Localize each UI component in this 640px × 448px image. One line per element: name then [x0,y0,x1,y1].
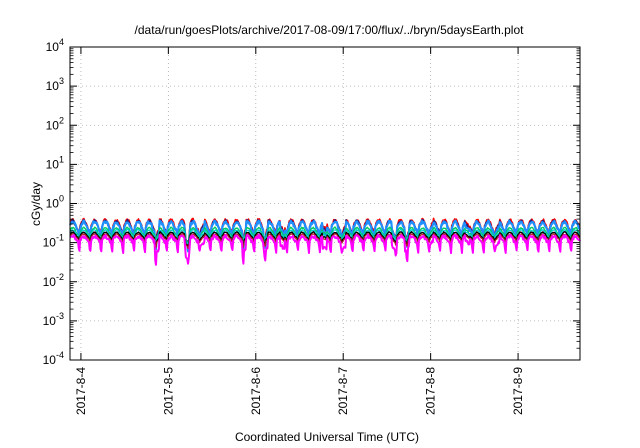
x-tick-label: 2017-8-8 [424,367,438,415]
x-tick-label: 2017-8-9 [511,367,525,415]
x-axis: 2017-8-4 2017-8-5 2017-8-6 2017-8-7 2017-8-8… [74,47,525,415]
y-tick-label: 10-4 [43,350,64,367]
x-axis-label: Coordinated Universal Time (UTC) [235,430,419,444]
grid [70,47,580,360]
y-axis-label: cGy/day [29,182,43,226]
x-tick-label: 2017-8-4 [74,367,88,415]
y-tick-label: 100 [46,194,64,211]
y-tick-label: 10-2 [43,272,64,289]
y-tick-label: 103 [46,76,64,93]
series-group [68,217,581,266]
x-tick-label: 2017-8-7 [336,367,350,415]
y-tick-label: 101 [46,154,64,171]
series-line [69,233,581,266]
y-axis: 104 103 102 101 100 10-1 10-2 10-3 10-4 [43,37,580,367]
chart-title: /data/run/goesPlots/archive/2017-08-09/1… [135,23,525,37]
x-tick-label: 2017-8-5 [161,367,175,415]
y-tick-label: 10-3 [43,311,64,328]
y-tick-label: 102 [46,115,64,132]
y-tick-label: 104 [46,37,64,54]
y-tick-label: 10-1 [43,233,64,250]
x-tick-label: 2017-8-6 [249,367,263,415]
